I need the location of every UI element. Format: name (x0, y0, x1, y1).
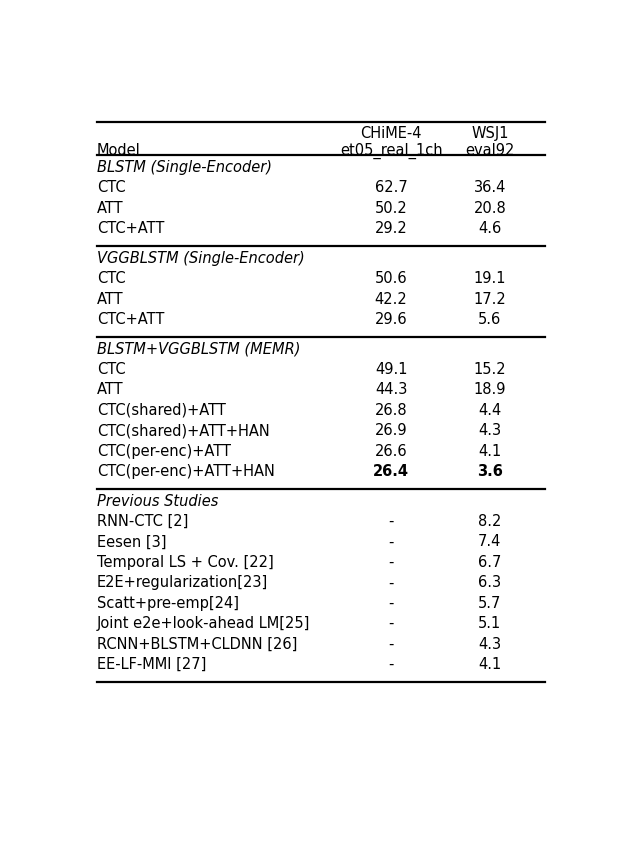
Text: WSJ1: WSJ1 (471, 125, 509, 141)
Text: EE-LF-MMI [27]: EE-LF-MMI [27] (97, 657, 207, 672)
Text: 4.1: 4.1 (478, 444, 501, 459)
Text: 36.4: 36.4 (474, 180, 506, 195)
Text: et05_real_1ch: et05_real_1ch (340, 143, 442, 159)
Text: 49.1: 49.1 (375, 362, 407, 377)
Text: 50.6: 50.6 (375, 271, 407, 286)
Text: 6.3: 6.3 (478, 575, 501, 590)
Text: BLSTM (Single-Encoder): BLSTM (Single-Encoder) (97, 160, 272, 175)
Text: CTC: CTC (97, 271, 126, 286)
Text: -: - (388, 657, 394, 672)
Text: CTC: CTC (97, 180, 126, 195)
Text: 4.1: 4.1 (478, 657, 501, 672)
Text: 26.9: 26.9 (375, 424, 407, 438)
Text: 62.7: 62.7 (374, 180, 407, 195)
Text: 3.6: 3.6 (477, 464, 503, 479)
Text: RNN-CTC [2]: RNN-CTC [2] (97, 514, 188, 529)
Text: CHiME-4: CHiME-4 (360, 125, 422, 141)
Text: -: - (388, 514, 394, 529)
Text: VGGBLSTM (Single-Encoder): VGGBLSTM (Single-Encoder) (97, 251, 305, 266)
Text: 4.3: 4.3 (478, 424, 501, 438)
Text: Joint e2e+look-ahead LM[25]: Joint e2e+look-ahead LM[25] (97, 616, 310, 632)
Text: 29.6: 29.6 (375, 312, 407, 327)
Text: -: - (388, 595, 394, 610)
Text: 44.3: 44.3 (375, 382, 407, 397)
Text: 5.1: 5.1 (478, 616, 501, 632)
Text: 26.6: 26.6 (375, 444, 407, 459)
Text: CTC: CTC (97, 362, 126, 377)
Text: -: - (388, 555, 394, 570)
Text: 17.2: 17.2 (473, 291, 506, 306)
Text: Previous Studies: Previous Studies (97, 493, 218, 509)
Text: 19.1: 19.1 (473, 271, 506, 286)
Text: Eesen [3]: Eesen [3] (97, 535, 167, 550)
Text: 26.4: 26.4 (373, 464, 409, 479)
Text: CTC+ATT: CTC+ATT (97, 221, 164, 236)
Text: 15.2: 15.2 (473, 362, 506, 377)
Text: CTC(per-enc)+ATT+HAN: CTC(per-enc)+ATT+HAN (97, 464, 275, 479)
Text: Temporal LS + Cov. [22]: Temporal LS + Cov. [22] (97, 555, 274, 570)
Text: 8.2: 8.2 (478, 514, 501, 529)
Text: ATT: ATT (97, 382, 124, 397)
Text: E2E+regularization[23]: E2E+regularization[23] (97, 575, 268, 590)
Text: CTC(shared)+ATT: CTC(shared)+ATT (97, 402, 226, 418)
Text: CTC(shared)+ATT+HAN: CTC(shared)+ATT+HAN (97, 424, 270, 438)
Text: RCNN+BLSTM+CLDNN [26]: RCNN+BLSTM+CLDNN [26] (97, 637, 297, 652)
Text: 4.4: 4.4 (478, 402, 501, 418)
Text: 4.3: 4.3 (478, 637, 501, 652)
Text: 6.7: 6.7 (478, 555, 501, 570)
Text: 18.9: 18.9 (473, 382, 506, 397)
Text: 4.6: 4.6 (478, 221, 501, 236)
Text: Scatt+pre-emp[24]: Scatt+pre-emp[24] (97, 595, 239, 610)
Text: 7.4: 7.4 (478, 535, 501, 550)
Text: 50.2: 50.2 (374, 200, 407, 216)
Text: 20.8: 20.8 (473, 200, 506, 216)
Text: CTC(per-enc)+ATT: CTC(per-enc)+ATT (97, 444, 231, 459)
Text: 26.8: 26.8 (375, 402, 407, 418)
Text: 5.6: 5.6 (478, 312, 501, 327)
Text: CTC+ATT: CTC+ATT (97, 312, 164, 327)
Text: -: - (388, 535, 394, 550)
Text: -: - (388, 637, 394, 652)
Text: 42.2: 42.2 (374, 291, 407, 306)
Text: Model: Model (97, 143, 141, 158)
Text: 5.7: 5.7 (478, 595, 501, 610)
Text: 29.2: 29.2 (374, 221, 407, 236)
Text: ATT: ATT (97, 200, 124, 216)
Text: BLSTM+VGGBLSTM (MEMR): BLSTM+VGGBLSTM (MEMR) (97, 342, 300, 357)
Text: eval92: eval92 (465, 143, 514, 158)
Text: ATT: ATT (97, 291, 124, 306)
Text: -: - (388, 616, 394, 632)
Text: -: - (388, 575, 394, 590)
